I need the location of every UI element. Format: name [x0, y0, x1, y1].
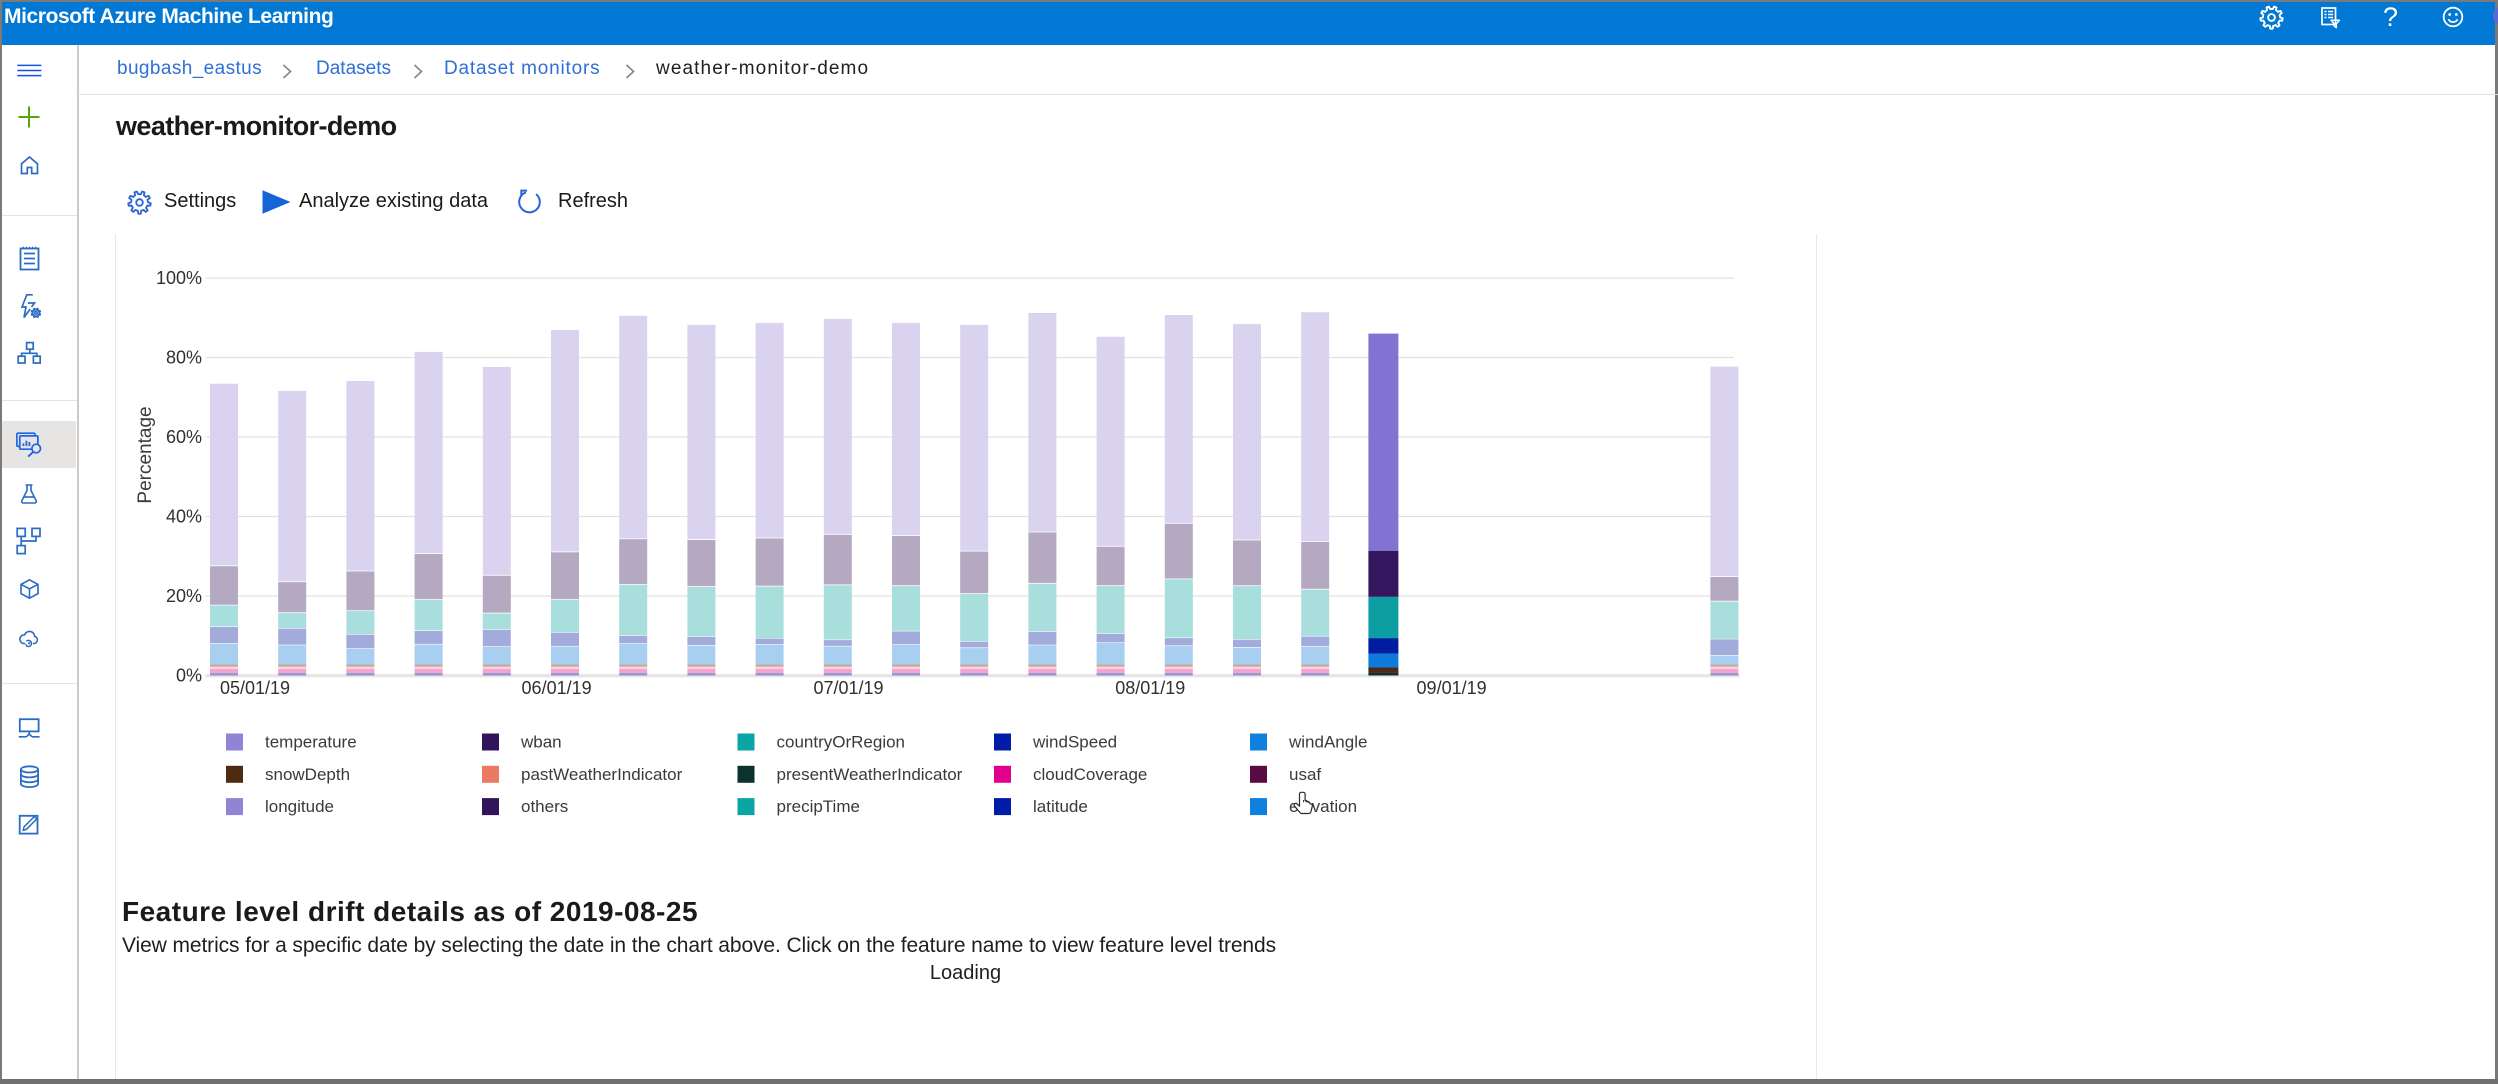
svg-text:40%: 40% [166, 507, 202, 527]
svg-text:07/01/19: 07/01/19 [813, 678, 883, 698]
svg-text:longitude: longitude [265, 797, 334, 816]
svg-text:snowDepth: snowDepth [265, 765, 350, 784]
svg-text:0%: 0% [176, 666, 202, 686]
svg-text:windAngle: windAngle [1288, 733, 1367, 752]
svg-text:pastWeatherIndicator: pastWeatherIndicator [521, 765, 683, 784]
svg-text:Percentage: Percentage [135, 406, 156, 503]
svg-text:20%: 20% [166, 586, 202, 606]
svg-text:09/01/19: 09/01/19 [1417, 678, 1487, 698]
svg-text:windSpeed: windSpeed [1032, 733, 1117, 752]
svg-text:100%: 100% [156, 268, 202, 288]
svg-text:countryOrRegion: countryOrRegion [777, 733, 906, 752]
svg-text:06/01/19: 06/01/19 [522, 678, 592, 698]
svg-text:latitude: latitude [1033, 797, 1088, 816]
svg-text:60%: 60% [166, 427, 202, 447]
svg-text:usaf: usaf [1289, 765, 1321, 784]
svg-text:presentWeatherIndicator: presentWeatherIndicator [777, 765, 963, 784]
svg-text:others: others [521, 797, 568, 816]
svg-text:08/01/19: 08/01/19 [1115, 678, 1185, 698]
svg-text:05/01/19: 05/01/19 [220, 678, 290, 698]
svg-text:temperature: temperature [265, 733, 357, 752]
svg-text:wban: wban [520, 733, 562, 752]
svg-text:cloudCoverage: cloudCoverage [1033, 765, 1147, 784]
svg-text:80%: 80% [166, 348, 202, 368]
svg-text:precipTime: precipTime [777, 797, 860, 816]
